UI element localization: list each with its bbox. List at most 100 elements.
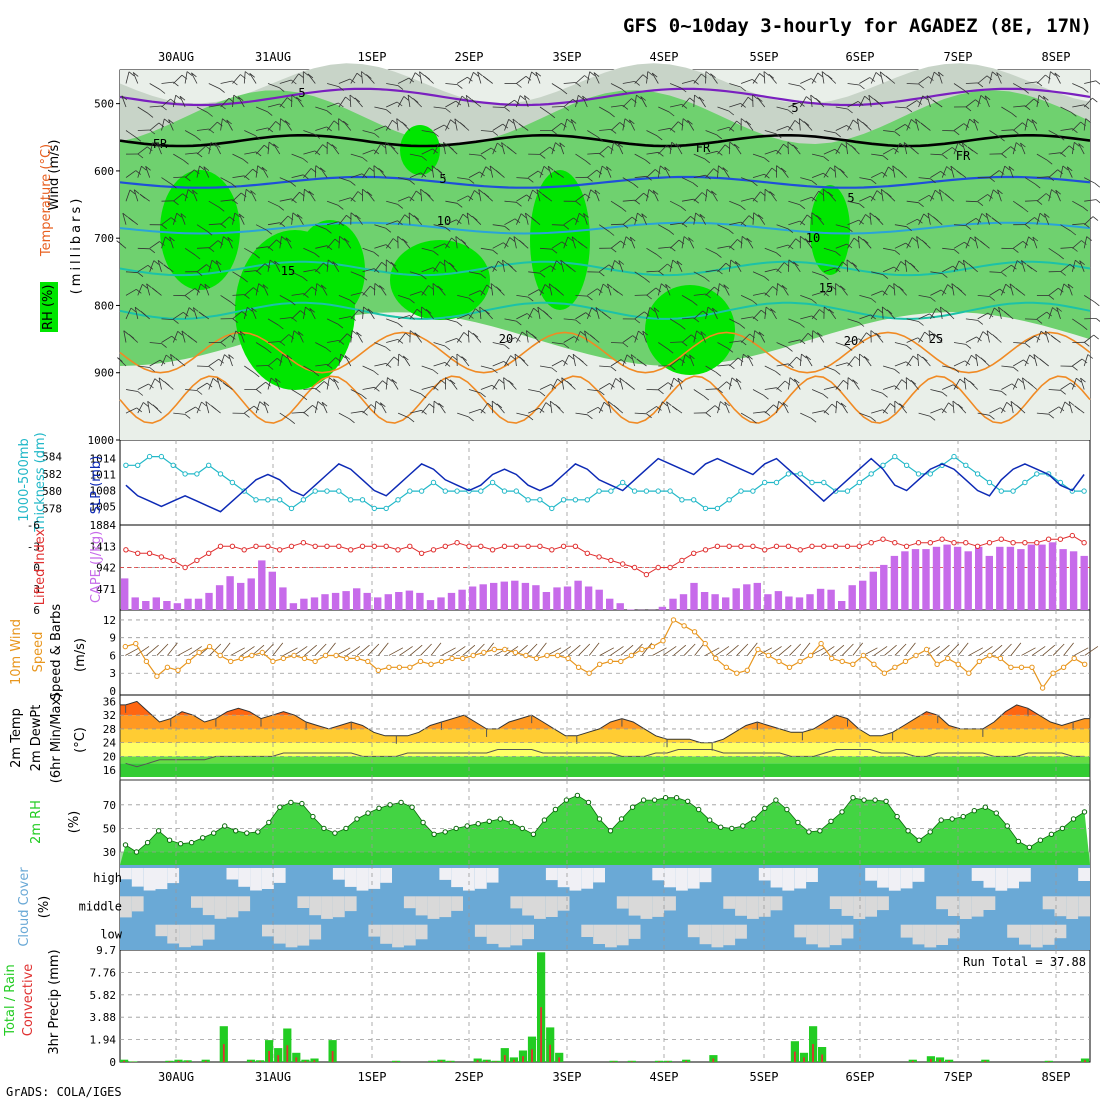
- wind-barb: [938, 71, 943, 84]
- thickness-line-point: [998, 488, 1004, 494]
- wind-barb: [953, 378, 961, 390]
- wind-barb-flag: [764, 173, 770, 179]
- wind-barb: [343, 238, 352, 249]
- wind-barb: [788, 102, 800, 108]
- wind-barb: [291, 73, 300, 84]
- wind-barb-flag: [823, 291, 829, 297]
- wind-barb: [764, 286, 774, 296]
- top-date-label: 2SEP: [455, 50, 484, 64]
- wind-barb: [1084, 199, 1097, 202]
- wind-barb: [610, 260, 615, 272]
- wind-barb: [788, 377, 791, 390]
- wind10-barb: [388, 647, 404, 656]
- wind-barb: [445, 100, 456, 108]
- wind-barb: [658, 246, 671, 249]
- wind-barb-flag: [550, 265, 556, 271]
- wind-barb-flag: [751, 300, 758, 305]
- wind10-speed-line-point: [396, 664, 403, 670]
- wind-barb: [525, 213, 529, 225]
- cape-bar: [1006, 546, 1015, 610]
- wind-barb-flag: [1008, 166, 1015, 171]
- wind-barb: [350, 389, 362, 396]
- wind-barb-flag: [413, 215, 420, 220]
- wind-barb: [503, 377, 505, 390]
- lifted-index-line-point: [407, 543, 413, 549]
- wind-barb-flag: [764, 292, 770, 298]
- thickness-line-point: [395, 497, 401, 503]
- wind-barb: [575, 153, 586, 162]
- wind-barb-flag: [266, 348, 272, 354]
- wind-barb: [1013, 105, 1026, 108]
- wind-barb: [1036, 74, 1046, 84]
- wind-barb-flag: [527, 415, 534, 421]
- wind-barb-flag: [799, 220, 806, 226]
- wind-barb-flag: [684, 354, 691, 359]
- wind-barb-flag: [425, 309, 432, 314]
- wind-barb: [953, 342, 966, 345]
- wind-barb-flag: [132, 72, 139, 77]
- wind-barb: [461, 356, 470, 367]
- thickness-line-point: [844, 488, 851, 494]
- wind-barb-flag: [922, 356, 928, 362]
- wind-barb: [989, 170, 1000, 178]
- wind-barb-flag: [350, 181, 356, 186]
- wind-barb-flag: [468, 416, 474, 422]
- run-total: Run Total = 37.88: [963, 955, 1086, 969]
- lifted-index-line-point: [135, 550, 141, 556]
- cape-tick: 1884: [90, 519, 117, 532]
- wind-barb-flag: [580, 331, 586, 336]
- rh2m-unit: (%): [67, 811, 82, 834]
- wind-barb-flag: [977, 82, 984, 88]
- rh2m-line-point: [420, 819, 426, 826]
- wind-barb: [528, 271, 541, 274]
- wind-barb: [669, 142, 673, 155]
- wind-barb: [384, 142, 387, 155]
- wind10-barb: [283, 647, 298, 656]
- wind-barb-flag: [953, 368, 960, 373]
- wind-barb-flag: [200, 283, 206, 289]
- wind-barb: [1010, 401, 1014, 414]
- wind-barb-flag: [555, 404, 561, 409]
- wind-barb-flag: [504, 225, 510, 231]
- wind-barb: [582, 95, 588, 108]
- wind-barb-flag: [355, 214, 361, 220]
- cloud-block: [131, 896, 144, 912]
- rh2m-tick: 50: [103, 822, 116, 835]
- wind-barb: [705, 307, 709, 319]
- wind-barb: [764, 167, 773, 178]
- wind-barb-flag: [147, 113, 154, 118]
- wind-barb-flag: [992, 334, 998, 339]
- wind-barb: [291, 293, 304, 296]
- wind-barb-flag: [407, 94, 414, 100]
- wind10-barb: [1000, 643, 1012, 656]
- wind-barb-flag: [121, 95, 128, 101]
- wind-barb-flag: [168, 119, 174, 124]
- wind-barb-flag: [834, 165, 840, 171]
- wind-barb: [930, 289, 942, 296]
- wind-barb-flag: [864, 95, 870, 101]
- wind-barb: [776, 283, 778, 296]
- cape-bar: [985, 555, 993, 610]
- wind-barb-flag: [291, 198, 297, 204]
- rh2m-line-point: [673, 795, 680, 801]
- wind-barb: [433, 106, 446, 109]
- wind-barb: [811, 72, 819, 84]
- wind-barb: [728, 142, 731, 155]
- wind-barb-flag: [519, 95, 526, 100]
- wind-barb: [261, 167, 269, 178]
- wind-barb: [480, 130, 493, 132]
- wind-barb-flag: [409, 315, 415, 320]
- wind-barb: [255, 224, 267, 231]
- wind-barb-flag: [122, 212, 129, 218]
- wind-barb-flag: [741, 235, 748, 241]
- wind-barb-flag: [912, 355, 919, 361]
- cloud-block: [1019, 868, 1031, 882]
- wind-barb: [894, 261, 902, 272]
- wind-barb-flag: [268, 141, 275, 147]
- wind10-speed-line-point: [628, 652, 635, 659]
- contour-label: 25: [929, 332, 943, 346]
- wind-barb-flag: [644, 311, 650, 317]
- wind-barb-flag: [693, 80, 699, 85]
- wind-barb: [788, 318, 800, 324]
- wind-barb-flag: [408, 212, 415, 218]
